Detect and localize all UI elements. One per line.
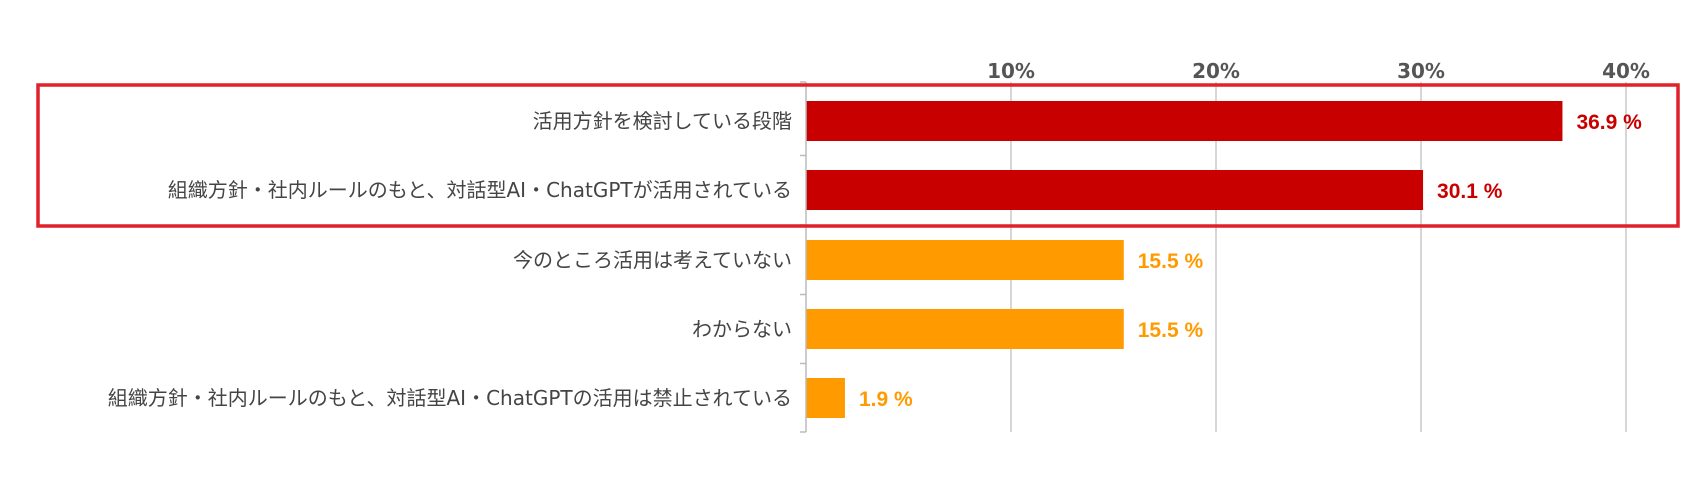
bar xyxy=(806,170,1424,210)
x-tick-label: 40% xyxy=(1602,59,1650,83)
data-label: 1.9 % xyxy=(859,388,913,411)
x-axis-ticks: 10% 20% 30% 40% xyxy=(987,59,1650,83)
category-label: 活用方針を検討している段階 xyxy=(533,109,792,133)
highlight-box xyxy=(36,83,1680,228)
data-label: 30.1 % xyxy=(1437,180,1503,203)
category-labels: 活用方針を検討している段階組織方針・社内ルールのもと、対話型AI・ChatGPT… xyxy=(108,109,792,410)
y-axis xyxy=(800,81,807,433)
data-label: 15.5 % xyxy=(1138,319,1204,342)
bar xyxy=(806,101,1563,141)
x-tick-label: 30% xyxy=(1397,59,1445,83)
category-label: 組織方針・社内ルールのもと、対話型AI・ChatGPTの活用は禁止されている xyxy=(108,386,792,410)
x-tick-label: 20% xyxy=(1192,59,1240,83)
category-label: 今のところ活用は考えていない xyxy=(513,248,792,272)
bar xyxy=(806,309,1124,349)
x-tick-label: 10% xyxy=(987,59,1035,83)
data-label: 36.9 % xyxy=(1576,111,1642,134)
data-label: 15.5 % xyxy=(1138,250,1204,273)
bar xyxy=(806,240,1124,280)
category-label: 組織方針・社内ルールのもと、対話型AI・ChatGPTが活用されている xyxy=(168,178,792,202)
bar xyxy=(806,378,845,418)
value-labels: 36.9 % 30.1 % 15.5 % 15.5 % 1.9 % xyxy=(859,111,1642,411)
bars xyxy=(806,101,1563,418)
category-label: わからない xyxy=(692,317,792,341)
highlight-frame xyxy=(36,83,1680,228)
